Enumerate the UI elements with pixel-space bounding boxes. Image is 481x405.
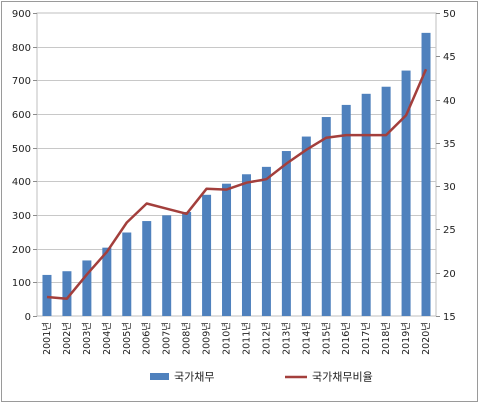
left-axis-tick-label: 600 [12,110,31,121]
left-axis-tick-label: 300 [12,211,31,222]
left-axis-tick-label: 0 [25,312,31,323]
left-axis-tick-label: 700 [12,76,31,87]
x-axis-tick-label: 2016년 [341,322,352,355]
bar-2014년 [301,136,311,316]
x-axis-tick-label: 2015년 [321,322,332,355]
x-axis-tick-label: 2001년 [42,322,53,355]
bar-2003년 [82,260,92,316]
x-axis-tick-label: 2008년 [182,322,193,355]
x-axis-tick-label: 2003년 [82,322,93,355]
x-axis-tick-label: 2004년 [102,322,113,355]
bar-2015년 [321,117,331,316]
line-series [46,68,428,300]
bar-2016년 [341,104,351,316]
ratio-line [46,68,428,300]
bar-2009년 [202,194,212,316]
right-axis-tick-label: 15 [443,312,456,323]
right-axis-tick-label: 30 [443,182,456,193]
x-axis-tick-label: 2018년 [381,322,392,355]
x-axis-tick-label: 2005년 [122,322,133,355]
x-axis-tick-label: 2002년 [62,322,73,355]
legend-label-line: 국가채무비율 [312,371,373,384]
right-axis-tick-label: 20 [443,269,456,280]
bar-2006년 [142,221,152,316]
right-axis-tick-label: 50 [443,9,456,20]
bar-2020년 [421,32,431,316]
right-axis-tick-label: 45 [443,52,456,63]
left-axis-tick-label: 200 [12,245,31,256]
right-axis-tick-label: 40 [443,96,456,107]
x-axis-tick-label: 2017년 [361,322,372,355]
x-axis-tick-label: 2007년 [162,322,173,355]
bar-2007년 [162,215,172,316]
right-axis-tick-label: 25 [443,225,456,236]
x-axis-tick-label: 2014년 [301,322,312,355]
legend-label-bar: 국가채무 [174,371,214,384]
x-axis-tick-label: 2013년 [281,322,292,355]
x-axis-tick-label: 2009년 [202,322,213,355]
bar-2004년 [102,247,112,316]
axes: 0 100 200 300 400 500 600 700 800 900 15 20 25 30 35 40… [12,9,456,355]
bar-2008년 [182,211,192,316]
bar-2011년 [241,174,251,316]
plot-area [36,12,437,317]
left-axis-tick-label: 400 [12,177,31,188]
x-axis-tick-label: 2006년 [142,322,153,355]
legend-swatch-bar [150,373,169,380]
bar-2010년 [222,183,232,316]
x-axis-tick-label: 2020년 [421,322,432,355]
bar-2018년 [381,86,391,316]
legend: 국가채무 국가채무비율 [150,371,373,384]
x-axis-tick-label: 2019년 [401,322,412,355]
bar-2001년 [42,274,52,316]
x-axis-tick-label: 2011년 [241,322,252,355]
left-axis-tick-label: 500 [12,144,31,155]
right-axis-tick-label: 35 [443,139,456,150]
bar-2019년 [401,70,411,316]
bar-2017년 [361,93,371,316]
left-axis-tick-label: 800 [12,43,31,54]
left-axis-tick-label: 100 [12,278,31,289]
x-axis-tick-label: 2012년 [261,322,272,355]
bar-series [42,32,431,316]
left-axis-tick-label: 900 [12,9,31,20]
bar-2013년 [281,151,291,316]
bar-2012년 [261,166,271,316]
gridlines [36,12,437,317]
bar-2002년 [62,271,72,316]
x-axis-tick-label: 2010년 [222,322,233,355]
bar-2005년 [122,232,132,316]
